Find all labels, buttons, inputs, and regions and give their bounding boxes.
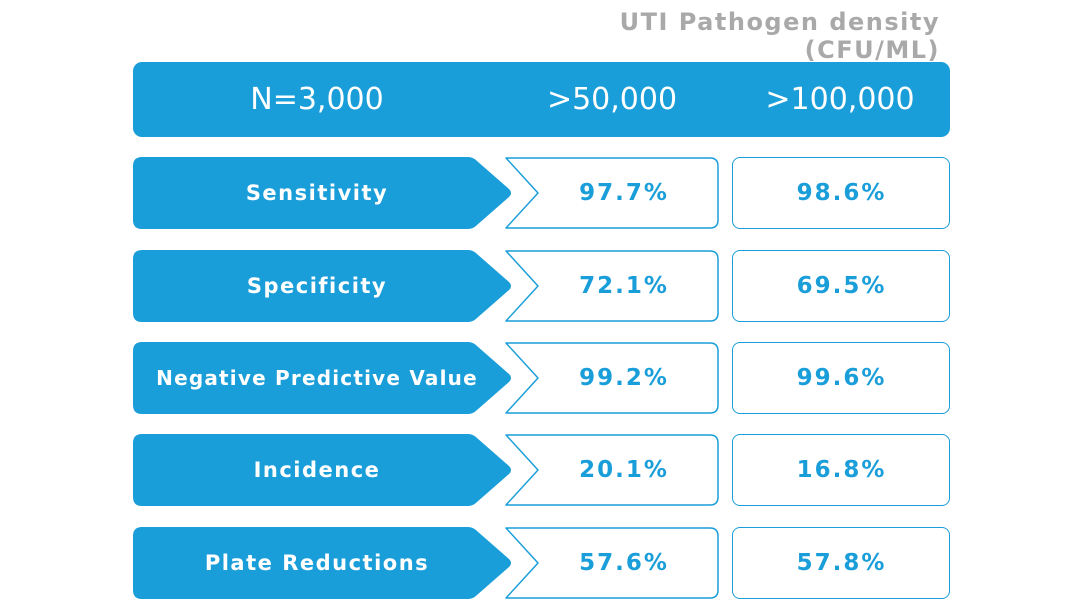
table-row: Specificity 72.1% 69.5% xyxy=(0,250,1087,322)
row-value-box xyxy=(732,157,950,229)
row-label: Specificity xyxy=(246,274,388,298)
row-value-100000: 57.8% xyxy=(796,550,887,576)
row-value-100000: 69.5% xyxy=(796,273,887,299)
row-label-arrow xyxy=(133,157,511,229)
row-value-chevron-box xyxy=(505,527,719,599)
header-col-100000: >100,000 xyxy=(765,82,915,117)
header-sample-size: N=3,000 xyxy=(250,82,384,117)
row-value-chevron-box xyxy=(505,434,719,506)
row-value-100000: 99.6% xyxy=(796,365,887,391)
row-label: Sensitivity xyxy=(245,181,389,205)
row-value-50000: 57.6% xyxy=(579,550,669,576)
row-value-chevron-box xyxy=(505,342,719,414)
table-row: Plate Reductions 57.6% 57.8% xyxy=(0,527,1087,599)
row-value-100000: 98.6% xyxy=(796,180,887,206)
row-value-50000: 72.1% xyxy=(579,273,669,299)
table-row: Negative Predictive Value 99.2% 99.6% xyxy=(0,342,1087,414)
row-value-chevron-box xyxy=(505,250,719,322)
table-row: Sensitivity 97.7% 98.6% xyxy=(0,157,1087,229)
row-label: Plate Reductions xyxy=(204,551,430,575)
row-value-box xyxy=(732,250,950,322)
row-value-chevron-box xyxy=(505,157,719,229)
row-value-100000: 16.8% xyxy=(796,457,887,483)
row-label: Incidence xyxy=(253,458,381,482)
row-value-box xyxy=(732,342,950,414)
row-value-box xyxy=(732,434,950,506)
table-subtitle: UTI Pathogen density (CFU/ML) xyxy=(619,8,940,64)
row-value-box xyxy=(732,527,950,599)
table-header: N=3,000 >50,000 >100,000 xyxy=(133,62,950,137)
row-value-50000: 20.1% xyxy=(579,457,669,483)
header-col-50000: >50,000 xyxy=(546,82,678,117)
row-label-arrow xyxy=(133,342,511,414)
row-label-arrow xyxy=(133,250,511,322)
table-row: Incidence 20.1% 16.8% xyxy=(0,434,1087,506)
row-value-50000: 99.2% xyxy=(579,365,669,391)
row-label-arrow xyxy=(133,434,511,506)
row-label-arrow xyxy=(133,527,511,599)
row-value-50000: 97.7% xyxy=(579,180,669,206)
row-label: Negative Predictive Value xyxy=(156,366,478,390)
